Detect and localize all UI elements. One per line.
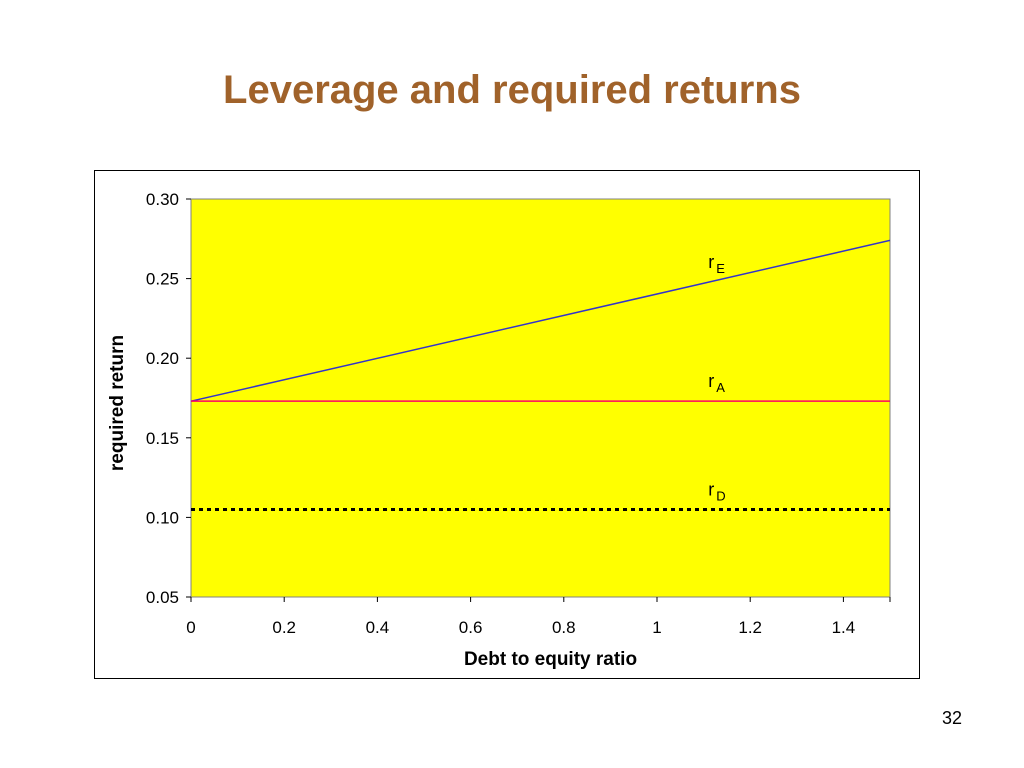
page-number: 32 <box>941 708 962 728</box>
series-label-rD: r <box>708 479 714 499</box>
x-tick-label: 0 <box>186 618 195 637</box>
chart-frame: 0.05 0.10 0.15 0.20 0.25 0.30 0 0.2 0.4 0.6 0.8 1 1.… <box>94 170 920 679</box>
y-axis-title: required return <box>107 335 128 471</box>
x-tick-label: 1.2 <box>738 618 762 637</box>
y-tick-label: 0.15 <box>146 429 179 448</box>
x-tick-label: 1 <box>652 618 661 637</box>
series-line-rE <box>190 239 891 402</box>
series-label-rE: r <box>708 252 714 272</box>
x-tick-label: 0.4 <box>366 618 390 637</box>
series-label-sub-rA: A <box>716 380 725 395</box>
series-label-rA: r <box>708 371 714 391</box>
slide-title: Leverage and required returns <box>223 68 801 112</box>
y-tick-label: 0.05 <box>146 588 179 607</box>
x-tick-label: 0.6 <box>459 618 483 637</box>
x-tick-label: 0.8 <box>552 618 576 637</box>
y-tick-label: 0.10 <box>146 508 179 527</box>
x-tick-label: 0.2 <box>272 618 296 637</box>
y-tick-label: 0.20 <box>146 349 179 368</box>
y-tick-label: 0.25 <box>146 270 179 289</box>
series-label-sub-rD: D <box>716 488 725 503</box>
series-label-sub-rE: E <box>716 261 725 276</box>
chart-svg: 0.05 0.10 0.15 0.20 0.25 0.30 0 0.2 0.4 0.6 0.8 1 1.… <box>107 190 891 670</box>
x-tick-label: 1.4 <box>832 618 856 637</box>
y-tick-label: 0.30 <box>146 190 179 209</box>
plot-area <box>190 198 891 598</box>
x-axis-title: Debt to equity ratio <box>464 649 637 670</box>
